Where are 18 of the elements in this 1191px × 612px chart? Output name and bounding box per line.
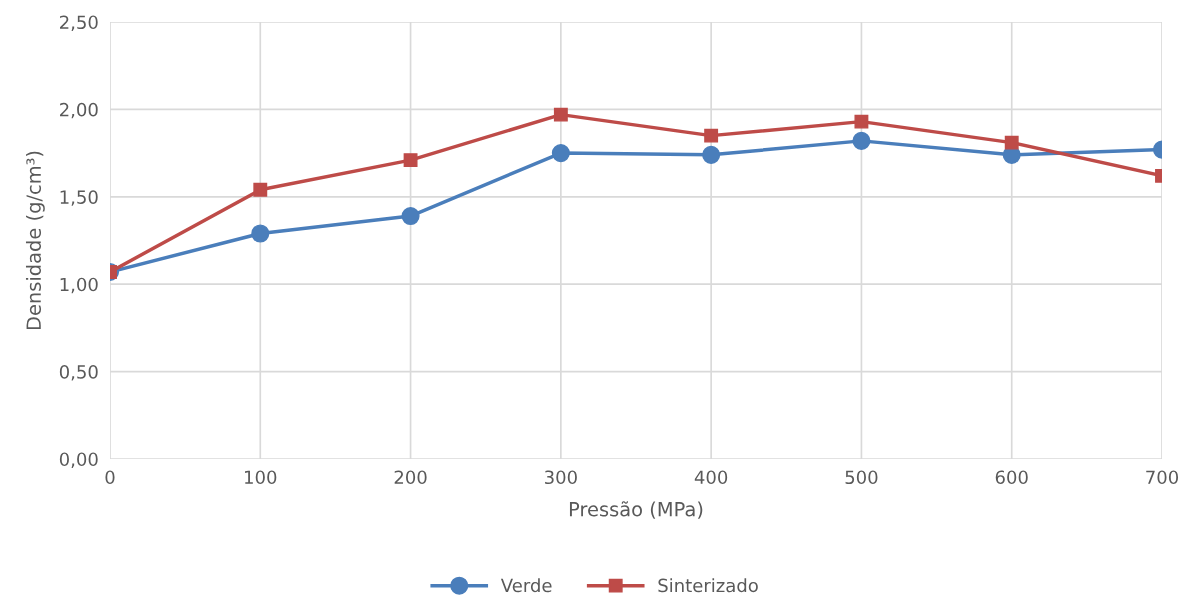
x-tick-label: 600 <box>995 470 1028 485</box>
x-axis-title: Pressão (MPa) <box>569 501 703 519</box>
x-tick-label: 400 <box>694 470 728 485</box>
y-tick-label: 0,00 <box>59 452 98 468</box>
legend-label: Sinterizado <box>658 578 758 593</box>
legend-label: Verde <box>500 578 552 593</box>
x-tick-label: 500 <box>845 470 878 485</box>
x-tick-label: 100 <box>245 470 277 485</box>
y-axis-title: Densidade (g/cm³) <box>25 151 45 330</box>
x-tick-label: 200 <box>394 470 427 485</box>
y-tick-label: 2,50 <box>60 15 98 31</box>
x-tick-label: 700 <box>1146 470 1179 485</box>
y-tick-label: 0,50 <box>59 365 98 381</box>
x-tick-label: 0 <box>105 470 115 485</box>
y-tick-label: 2,00 <box>60 102 98 119</box>
y-tick-label: 1,00 <box>60 277 98 294</box>
x-tick-label: 300 <box>545 470 577 485</box>
y-tick-label: 1,50 <box>60 190 98 206</box>
